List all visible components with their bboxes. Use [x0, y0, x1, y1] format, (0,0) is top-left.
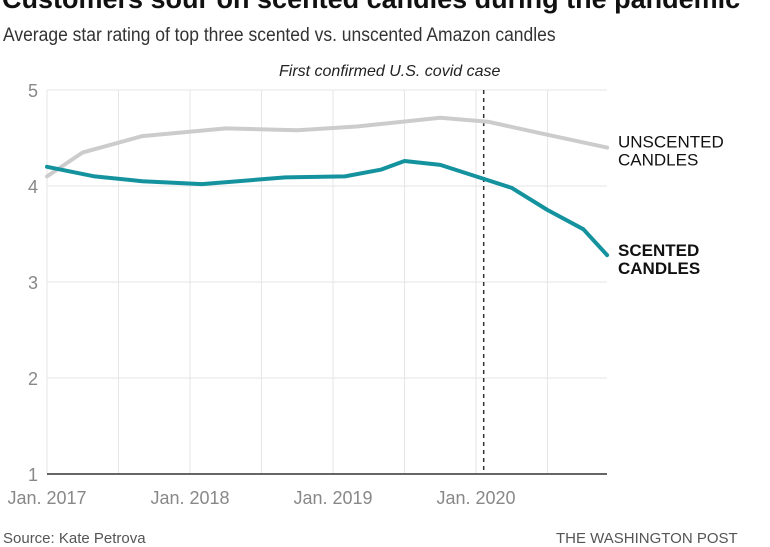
scented-line: [45, 159, 610, 258]
series-label: SCENTED: [618, 241, 699, 260]
chart-subtitle: Average star rating of top three scented…: [3, 25, 556, 46]
x-tick-label: Jan. 2019: [293, 488, 372, 508]
x-tick-label: Jan. 2018: [150, 488, 229, 508]
series-label: UNSCENTED: [618, 133, 724, 152]
series-label: CANDLES: [618, 151, 698, 170]
series-label: CANDLES: [618, 259, 700, 278]
y-tick-label: 4: [28, 177, 38, 197]
source-note: Source: Kate Petrova: [3, 530, 146, 547]
x-tick-label: Jan. 2020: [436, 488, 515, 508]
chart-title: Customers sour on scented candles during…: [2, 0, 740, 15]
y-tick-label: 5: [28, 81, 38, 101]
unscented-line: [45, 115, 610, 179]
covid-annotation-label: First confirmed U.S. covid case: [279, 63, 501, 80]
y-tick-label: 3: [28, 273, 38, 293]
credit: THE WASHINGTON POST: [556, 530, 738, 547]
y-tick-label: 2: [28, 369, 38, 389]
y-tick-label: 1: [28, 465, 38, 485]
x-tick-label: Jan. 2017: [7, 488, 86, 508]
